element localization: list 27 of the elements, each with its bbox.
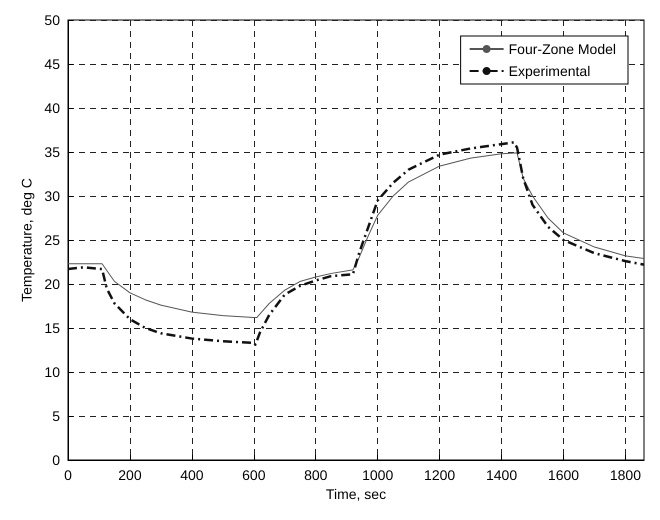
y-tick-label: 15 [44, 320, 60, 336]
x-tick-label: 1200 [424, 467, 456, 483]
x-tick-label: 600 [242, 467, 266, 483]
x-tick-label: 400 [180, 467, 204, 483]
x-tick-label: 800 [304, 467, 328, 483]
line-series [68, 152, 644, 318]
y-tick-label: 30 [44, 188, 60, 204]
y-tick-label: 5 [52, 408, 60, 424]
x-tick-label: 1600 [548, 467, 580, 483]
y-axis-title: Temperature, deg C [18, 178, 35, 302]
legend-label: Experimental [508, 63, 590, 79]
x-tick-label: 200 [118, 467, 142, 483]
x-tick-label: 0 [64, 467, 72, 483]
y-tick-label: 20 [44, 276, 60, 292]
y-tick-label: 0 [52, 452, 60, 468]
line-series [66, 141, 646, 346]
y-tick-label: 10 [44, 364, 60, 380]
x-tick-label: 1000 [362, 467, 394, 483]
y-tick-label: 45 [44, 56, 60, 72]
legend-label: Four-Zone Model [508, 41, 616, 57]
y-tick-label: 40 [44, 100, 60, 116]
x-axis-title: Time, sec [326, 486, 386, 502]
y-tick-label: 35 [44, 144, 60, 160]
x-tick-label: 1800 [610, 467, 642, 483]
y-tick-label: 25 [44, 232, 60, 248]
x-tick-label: 1400 [486, 467, 518, 483]
y-tick-label: 50 [44, 12, 60, 28]
